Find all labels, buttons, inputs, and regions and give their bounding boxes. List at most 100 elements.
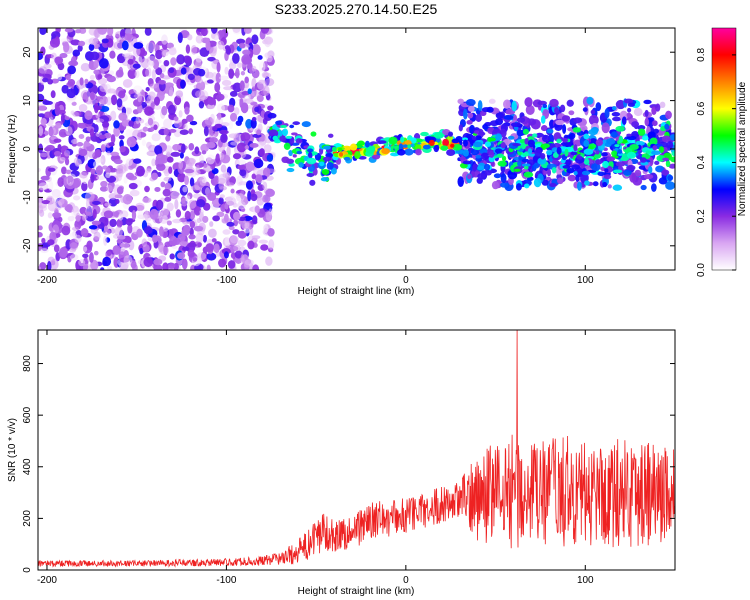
spectrogram-cell	[205, 40, 211, 51]
spectrogram-cell	[477, 165, 484, 171]
spectrogram-cell	[247, 104, 254, 109]
spectrogram-cell	[477, 131, 486, 136]
spectrogram-cell	[281, 156, 290, 164]
spectrogram-cell	[99, 186, 109, 192]
spectrogram-cell	[112, 245, 121, 255]
spectrogram-cell	[125, 28, 133, 35]
spectrogram-cell	[57, 177, 64, 188]
spectrogram-cell	[178, 160, 184, 170]
spectrogram-cell	[195, 164, 200, 173]
spectrogram-cell	[52, 212, 62, 218]
spectrogram-cell	[38, 266, 42, 270]
spectrogram-cell	[151, 69, 156, 80]
spectrogram-cell	[471, 135, 477, 141]
spectrogram-cell	[207, 192, 217, 201]
spectrogram-cell	[244, 76, 249, 84]
spectrogram-cell	[238, 181, 248, 186]
spectrogram-cell	[196, 198, 206, 208]
spectrogram-cell	[462, 137, 469, 141]
spectrogram-cell	[319, 161, 325, 167]
spectrogram-cell	[190, 185, 201, 191]
spectrogram-cell	[47, 167, 56, 172]
spectrogram-cell	[98, 58, 109, 69]
spectrogram-cell	[253, 158, 264, 169]
spectrogram-cell	[263, 144, 272, 153]
spectrogram-cell	[163, 118, 173, 129]
spectrogram-cell	[486, 106, 494, 113]
spectrogram-cell	[236, 159, 246, 166]
spectrogram-cell	[666, 141, 674, 149]
spectrogram-cell	[655, 103, 661, 112]
spectrogram-cell	[38, 125, 44, 137]
spectrogram-cell	[221, 79, 232, 86]
spectrogram-y-tick-label: -20	[22, 238, 33, 253]
spectrogram-cell	[88, 225, 98, 230]
spectrogram-cell	[208, 228, 217, 238]
spectrogram-cell	[38, 52, 44, 61]
spectrogram-cell	[183, 123, 188, 132]
spectrogram-cell	[327, 133, 334, 138]
spectrogram-cell	[43, 137, 50, 144]
spectrogram-cell	[226, 221, 235, 227]
spectrogram-cell	[65, 169, 72, 175]
spectrogram-cell	[495, 112, 505, 119]
spectrogram-cell	[513, 168, 521, 172]
spectrogram-cell	[48, 180, 54, 191]
spectrogram-cell	[145, 68, 150, 77]
spectrogram-cell	[612, 116, 622, 122]
spectrogram-cell	[540, 152, 546, 160]
spectrogram-cell	[651, 183, 657, 192]
spectrogram-cell	[179, 129, 189, 135]
spectrogram-cell	[153, 264, 163, 270]
snr-panel: -200 -100 0 100 0 200 400 600 800 Height of str…	[7, 329, 676, 597]
spectrogram-cell	[597, 171, 605, 177]
spectrogram-cell	[540, 115, 546, 124]
spectrogram-cell	[216, 93, 225, 101]
spectrogram-cell	[228, 68, 235, 79]
spectrogram-cell	[593, 151, 602, 159]
spectrogram-cell	[175, 209, 182, 218]
spectrogram-cell	[80, 228, 89, 238]
spectrogram-cell	[206, 79, 214, 84]
spectrogram-cell	[582, 107, 588, 112]
spectrogram-cell	[659, 101, 666, 109]
spectrogram-cell	[252, 264, 260, 270]
spectrogram-cell	[232, 229, 240, 235]
colorbar-tick-label: 0.0	[696, 263, 707, 277]
spectrogram-cell	[245, 180, 254, 190]
spectrogram-cell	[233, 211, 241, 221]
spectrogram-cell	[141, 139, 146, 147]
spectrogram-cell	[611, 111, 621, 117]
spectrogram-cell	[296, 150, 303, 155]
spectrogram-cell	[631, 121, 640, 128]
spectrogram-cell	[188, 143, 195, 151]
spectrogram-cell	[95, 112, 100, 119]
spectrogram-cell	[163, 176, 172, 182]
spectrogram-cell	[187, 249, 195, 258]
spectrogram-cell	[169, 128, 177, 133]
spectrogram-cell	[488, 150, 495, 158]
spectrogram-cell	[107, 88, 117, 94]
spectrogram-cell	[239, 80, 245, 91]
spectrogram-cell	[559, 104, 566, 113]
spectrogram-cell	[115, 198, 120, 204]
spectrogram-cell	[572, 127, 582, 133]
spectrogram-cell	[651, 120, 658, 127]
spectrogram-cell	[61, 84, 69, 94]
spectrogram-cell	[247, 240, 255, 250]
spectrogram-cell	[607, 184, 612, 189]
spectrogram-cell	[546, 128, 554, 134]
spectrogram-cell	[95, 118, 105, 123]
spectrogram-cell	[243, 28, 252, 34]
spectrogram-cell	[331, 146, 337, 152]
spectrogram-cell	[451, 138, 460, 144]
spectrogram-cell	[462, 108, 468, 120]
spectrogram-cell	[81, 181, 88, 192]
spectrogram-cell	[250, 193, 258, 202]
spectrogram-cell	[523, 183, 530, 189]
spectrogram-cell	[59, 53, 68, 59]
spectrogram-cell	[114, 226, 123, 237]
spectrogram-cell	[566, 99, 574, 107]
spectrogram-cell	[603, 174, 612, 180]
spectrogram-cell	[88, 43, 95, 51]
